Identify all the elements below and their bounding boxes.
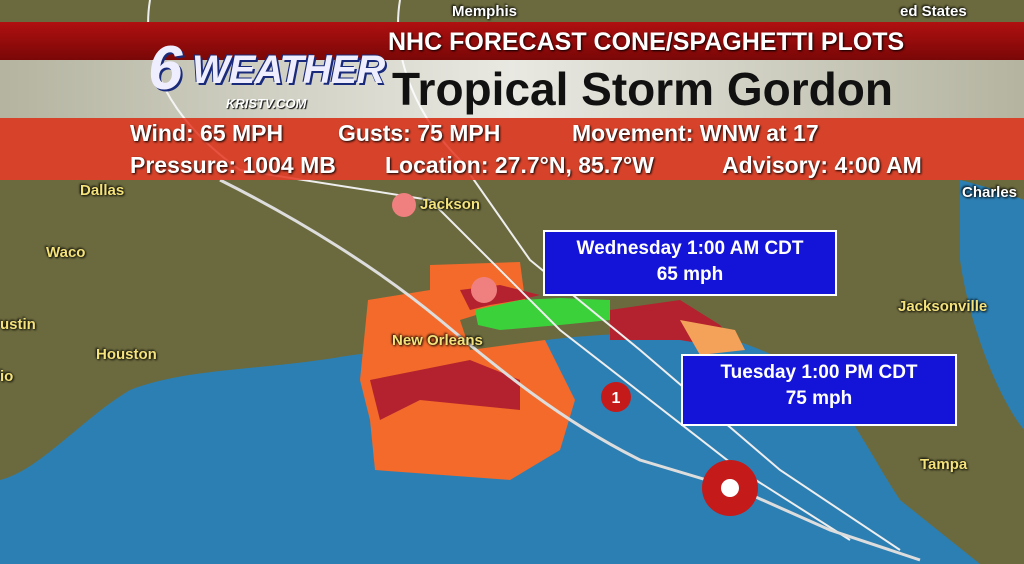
location: Location: 27.7°N, 85.7°W [385,152,654,178]
pressure: Pressure: 1004 MB [130,152,336,178]
info-banner [0,118,1024,180]
callout-time: Wednesday 1:00 AM CDT [576,238,804,259]
green-warning-area [475,298,610,330]
movement: Movement: WNW at 17 [572,120,819,146]
callout-time: Tuesday 1:00 PM CDT [720,362,918,383]
city-charleston: Charles [962,184,1018,201]
tropical-storm-watch-area [680,320,745,355]
city-waco: Waco [46,244,86,261]
advisory: Advisory: 4:00 AM [722,152,922,178]
city-san-antonio: io [0,368,14,385]
city-memphis: Memphis [452,3,518,20]
callout-wind: 75 mph [785,388,853,409]
city-new-orleans: New Orleans [392,332,483,349]
storm-icon-jackson [392,193,416,217]
callout-wind: 65 mph [656,264,724,285]
atlantic-ocean [960,180,1024,430]
callout-wednesday: Wednesday 1:00 AM CDT 65 mph [543,230,837,296]
wind: Wind: 65 MPH [130,120,284,146]
storm-marker-label: 1 [612,390,621,407]
storm-icon-forecast [601,382,631,412]
city-jackson: Jackson [420,196,481,213]
city-houston: Houston [96,346,157,363]
city-tampa: Tampa [920,456,968,473]
header-banner [0,22,1024,60]
subtitle: NHC FORECAST CONE/SPAGHETTI PLOTS [388,28,905,56]
title-banner [0,60,1024,118]
callout-tuesday: Tuesday 1:00 PM CDT 75 mph [681,354,957,426]
city-jacksonville: Jacksonville [898,298,988,315]
city-austin: ustin [0,316,36,333]
logo-url: KRISTV.COM [226,96,307,111]
hurricane-watch-area [370,360,520,420]
gusts: Gusts: 75 MPH [338,120,501,146]
city-united-states: ed States [900,3,967,20]
storm-title: Tropical Storm Gordon [392,63,893,115]
logo-number: 6 [148,34,183,103]
storm-icon-wed [471,277,497,303]
city-dallas: Dallas [80,182,125,199]
storm-track [219,178,921,562]
logo-name: WEATHER [192,48,385,92]
